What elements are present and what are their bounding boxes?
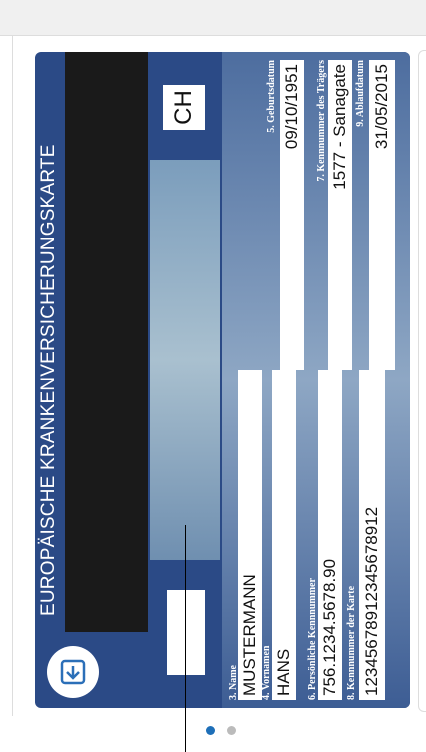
next-card[interactable] bbox=[418, 50, 426, 712]
field-label: 9. Ablaufdatum bbox=[355, 60, 366, 127]
card-logo[interactable] bbox=[47, 646, 99, 698]
country-code: CH bbox=[163, 85, 205, 130]
field-value: HANS bbox=[272, 370, 296, 700]
field-label: 5. Geburtsdatum bbox=[266, 60, 277, 133]
field-value: MUSTERMANN bbox=[238, 370, 262, 700]
hologram bbox=[150, 160, 220, 560]
logo-icon bbox=[60, 659, 86, 685]
field-label: 3. Name bbox=[228, 665, 239, 700]
magnetic-band bbox=[65, 52, 148, 632]
page-dot[interactable] bbox=[227, 726, 236, 735]
signature-box bbox=[167, 590, 205, 675]
card-title: EUROPÄISCHE KRANKENVERSICHERUNGSKARTE bbox=[38, 144, 59, 616]
field-label: 4. Vornamen bbox=[261, 645, 272, 700]
field-value: 756.1234.5678.90 bbox=[318, 370, 342, 700]
field-label: 6. Persönliche Kennnummer bbox=[307, 578, 318, 700]
pointer-line bbox=[185, 525, 186, 752]
field-label: 7. Kennnummer des Trägers bbox=[316, 60, 327, 182]
content-frame bbox=[12, 36, 417, 716]
top-bar bbox=[0, 0, 426, 36]
field-value: 1577 - Sanagate bbox=[328, 60, 352, 370]
field-value: 31/05/2015 bbox=[369, 60, 395, 370]
insurance-card: EUROPÄISCHE KRANKENVERSICHERUNGSKARTE CH… bbox=[35, 52, 410, 708]
field-label: 8. Kennnummer der Karte bbox=[346, 585, 357, 700]
field-value: 12345678912345678912 bbox=[359, 370, 385, 700]
field-value: 09/10/1951 bbox=[280, 60, 304, 370]
page-dot-active[interactable] bbox=[206, 726, 215, 735]
